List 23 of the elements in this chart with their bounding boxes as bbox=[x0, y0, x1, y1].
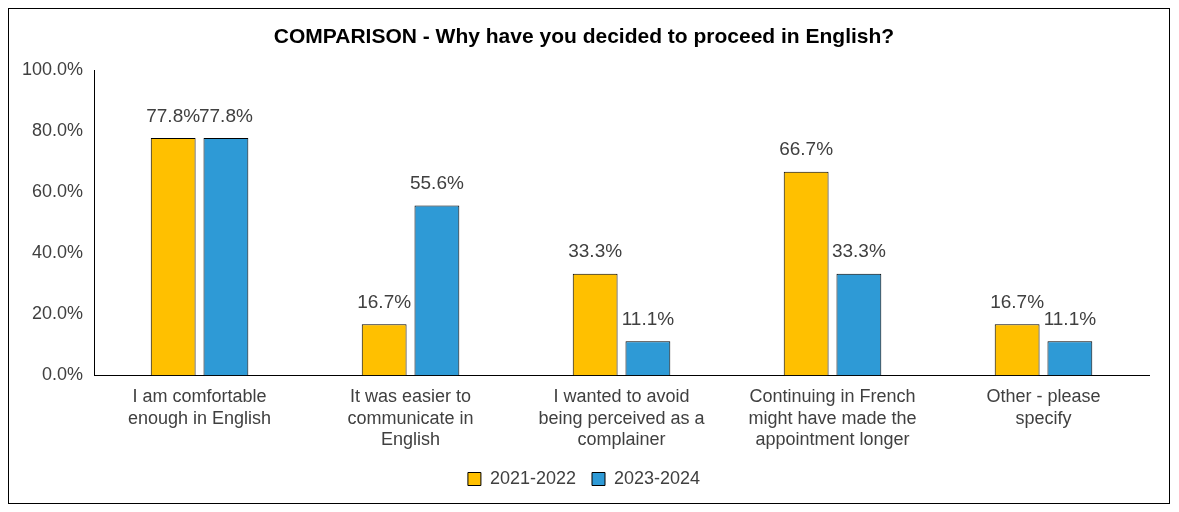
y-tick-label: 80.0% bbox=[32, 120, 84, 141]
data-label: 77.8% bbox=[146, 104, 201, 126]
data-label: 11.1% bbox=[1043, 308, 1097, 330]
y-tick-label: 60.0% bbox=[32, 181, 84, 202]
x-tick-label: Other - please specify bbox=[986, 385, 1101, 428]
y-tick-label: 20.0% bbox=[32, 303, 84, 324]
x-tick-label: Continuing in French might have made the appointment longer bbox=[748, 385, 917, 450]
legend-label: 2023-2024 bbox=[614, 467, 701, 488]
data-label: 55.6% bbox=[409, 172, 464, 194]
x-tick-label: I am comfortable enough in English bbox=[127, 385, 272, 428]
data-label: 33.3% bbox=[568, 240, 623, 262]
data-label: 33.3% bbox=[831, 240, 886, 262]
data-label: 11.1% bbox=[621, 308, 675, 330]
chart-title: COMPARISON - Why have you decided to proceed in English? bbox=[273, 24, 895, 48]
x-tick-label: It was easier to communicate in English bbox=[347, 385, 474, 450]
data-label: 16.7% bbox=[357, 291, 412, 312]
y-tick-label: 0.0% bbox=[42, 364, 84, 385]
y-tick-label: 40.0% bbox=[32, 242, 84, 263]
data-label: 66.7% bbox=[779, 138, 834, 160]
x-tick-label: I wanted to avoid being perceived as a complainer bbox=[538, 385, 706, 450]
y-tick-label: 100.0% bbox=[21, 59, 84, 80]
data-label: 16.7% bbox=[990, 291, 1045, 312]
legend-label: 2021-2022 bbox=[489, 467, 577, 488]
